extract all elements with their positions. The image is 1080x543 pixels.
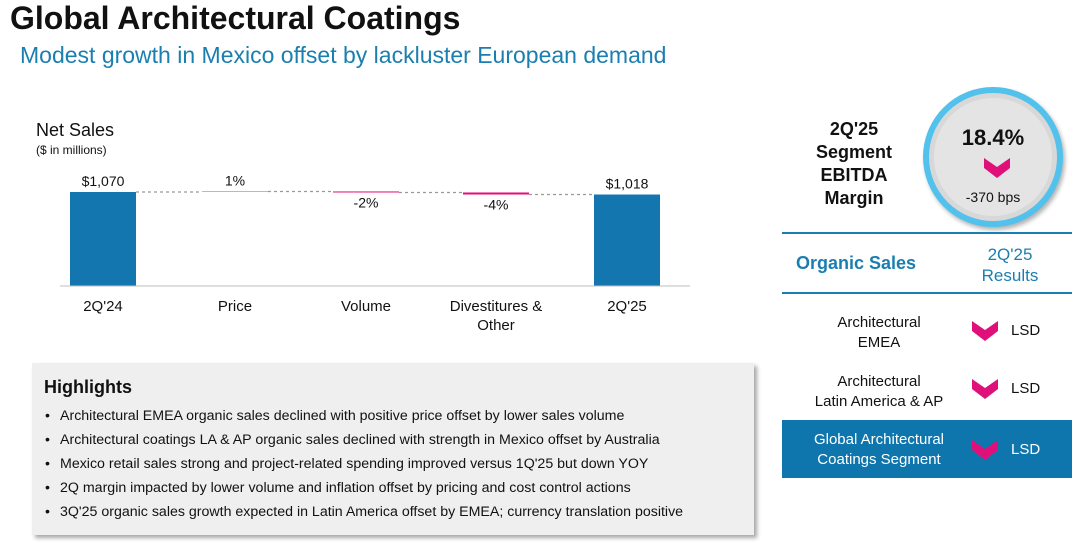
highlight-item: Architectural coatings LA & AP organic s… xyxy=(44,428,742,452)
category-tick-label: 2Q'24 xyxy=(83,298,123,315)
row-name-line: Latin America & AP xyxy=(814,393,944,410)
row-name-line: Coatings Segment xyxy=(817,451,941,468)
row-name-line: Architectural xyxy=(837,314,921,331)
organic-sales-row: Architectural Latin America & AP LSD xyxy=(782,364,1072,420)
row-name: Architectural EMEA xyxy=(782,313,976,353)
category-tick-label: Volume xyxy=(341,298,391,315)
data-label: $1,070 xyxy=(82,173,125,189)
chart-title: Net Sales xyxy=(36,120,115,140)
ebitda-label-line: 2Q'25 xyxy=(829,119,879,139)
down-chevron-icon xyxy=(972,321,998,341)
organic-sales-row: Architectural EMEA LSD xyxy=(782,305,1072,361)
organic-sales-title: Organic Sales xyxy=(795,253,917,273)
data-label: -4% xyxy=(484,197,509,213)
results-header-line: 2Q'25 xyxy=(987,245,1033,264)
highlights-box: Highlights Architectural EMEA organic sa… xyxy=(32,363,754,535)
category-tick-label: Divestitures & xyxy=(450,298,543,315)
row-name-line: Global Architectural xyxy=(813,431,945,448)
chart-units: ($ in millions) xyxy=(36,143,107,157)
ebitda-label-line: EBITDA xyxy=(820,165,888,185)
row-result: LSD xyxy=(1011,441,1041,458)
category-tick-label: 2Q'25 xyxy=(607,298,647,315)
waterfall-chart: $1,070 1% -2% -4% $1,018 2Q'24 Price Volume Dive… xyxy=(60,172,690,334)
waterfall-bar xyxy=(202,191,268,192)
waterfall-bar xyxy=(594,194,660,286)
ebitda-label-line: Margin xyxy=(824,188,884,208)
page-subtitle: Modest growth in Mexico offset by lacklu… xyxy=(20,42,667,68)
waterfall-bar xyxy=(70,192,136,286)
table-divider xyxy=(782,232,1072,234)
table-divider xyxy=(782,292,1072,294)
data-label: 1% xyxy=(225,172,245,188)
results-header-line: Results xyxy=(981,266,1039,285)
ebitda-badge-inner: 18.4% -370 bps xyxy=(934,98,1052,216)
ebitda-label: 2Q'25 Segment EBITDA Margin xyxy=(802,118,906,210)
category-tick-label: Price xyxy=(218,298,252,315)
highlights-heading: Highlights xyxy=(44,377,132,397)
ebitda-label-line: Segment xyxy=(815,142,893,162)
down-chevron-icon xyxy=(972,440,998,460)
waterfall-bar xyxy=(463,192,529,195)
row-result: LSD xyxy=(1011,322,1041,339)
row-name: Architectural Latin America & AP xyxy=(782,372,976,412)
ebitda-margin-badge: 18.4% -370 bps xyxy=(923,87,1063,227)
row-name: Global Architectural Coatings Segment xyxy=(782,430,976,470)
highlights-list: Architectural EMEA organic sales decline… xyxy=(44,404,742,524)
organic-sales-row-total: Global Architectural Coatings Segment LS… xyxy=(782,420,1072,478)
highlight-item: 2Q margin impacted by lower volume and i… xyxy=(44,476,742,500)
row-name-line: EMEA xyxy=(857,334,901,351)
down-chevron-icon xyxy=(984,158,1010,178)
results-column-header: 2Q'25 Results xyxy=(950,244,1070,286)
category-tick-label: Other xyxy=(477,317,515,334)
waterfall-bar xyxy=(333,191,399,193)
ebitda-margin-value: 18.4% xyxy=(961,125,1025,150)
down-chevron-icon xyxy=(972,379,998,399)
highlight-item: Mexico retail sales strong and project-r… xyxy=(44,452,742,476)
row-result: LSD xyxy=(1011,380,1041,397)
highlight-item: 3Q'25 organic sales growth expected in L… xyxy=(44,500,742,524)
page-title: Global Architectural Coatings xyxy=(10,0,461,36)
data-label: $1,018 xyxy=(606,176,649,192)
ebitda-margin-change: -370 bps xyxy=(965,189,1021,205)
data-label: -2% xyxy=(354,194,379,210)
row-name-line: Architectural xyxy=(837,373,921,390)
highlight-item: Architectural EMEA organic sales decline… xyxy=(44,404,742,428)
